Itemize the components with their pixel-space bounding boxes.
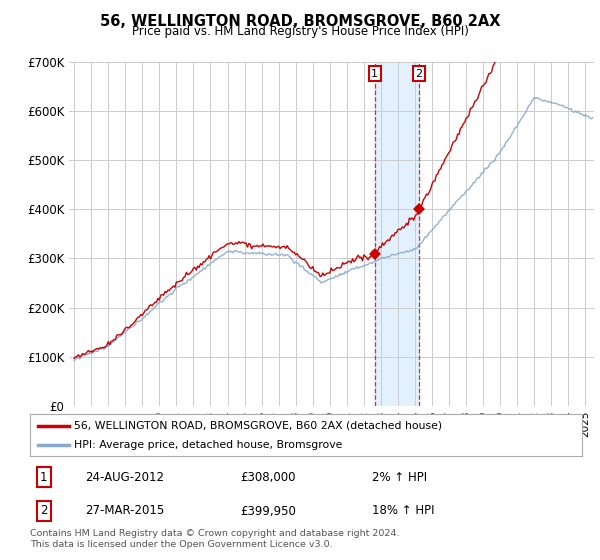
Bar <box>375 62 419 406</box>
Text: 2: 2 <box>415 69 422 78</box>
Text: 18% ↑ HPI: 18% ↑ HPI <box>372 505 435 517</box>
Text: 2% ↑ HPI: 2% ↑ HPI <box>372 471 427 484</box>
Text: 27-MAR-2015: 27-MAR-2015 <box>85 505 164 517</box>
Text: £308,000: £308,000 <box>240 471 295 484</box>
Text: 1: 1 <box>371 69 378 78</box>
Text: 2: 2 <box>40 505 47 517</box>
Text: 24-AUG-2012: 24-AUG-2012 <box>85 471 164 484</box>
Text: Contains HM Land Registry data © Crown copyright and database right 2024.
This d: Contains HM Land Registry data © Crown c… <box>30 529 400 549</box>
Text: 56, WELLINGTON ROAD, BROMSGROVE, B60 2AX (detached house): 56, WELLINGTON ROAD, BROMSGROVE, B60 2AX… <box>74 421 442 431</box>
Text: Price paid vs. HM Land Registry's House Price Index (HPI): Price paid vs. HM Land Registry's House … <box>131 25 469 38</box>
Text: £399,950: £399,950 <box>240 505 296 517</box>
Text: 56, WELLINGTON ROAD, BROMSGROVE, B60 2AX: 56, WELLINGTON ROAD, BROMSGROVE, B60 2AX <box>100 14 500 29</box>
Text: 1: 1 <box>40 471 47 484</box>
Text: HPI: Average price, detached house, Bromsgrove: HPI: Average price, detached house, Brom… <box>74 440 343 450</box>
